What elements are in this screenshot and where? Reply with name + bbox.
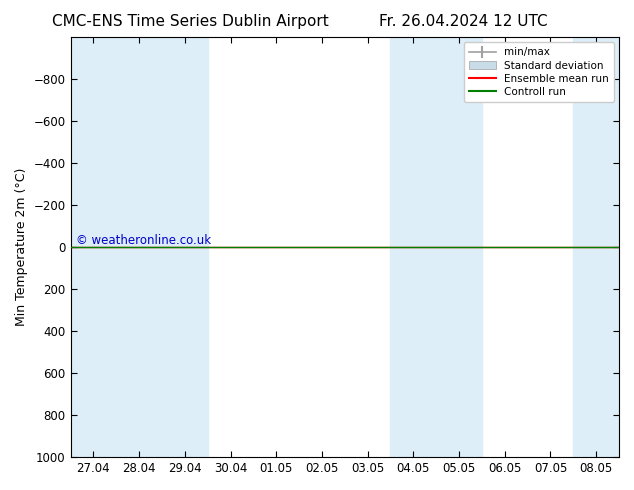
Bar xyxy=(116,37,162,457)
Bar xyxy=(70,37,116,457)
Bar xyxy=(162,37,208,457)
Bar xyxy=(573,37,619,457)
Bar xyxy=(436,37,482,457)
Text: Fr. 26.04.2024 12 UTC: Fr. 26.04.2024 12 UTC xyxy=(378,14,547,29)
Legend: min/max, Standard deviation, Ensemble mean run, Controll run: min/max, Standard deviation, Ensemble me… xyxy=(464,42,614,102)
Y-axis label: Min Temperature 2m (°C): Min Temperature 2m (°C) xyxy=(15,168,28,326)
Bar xyxy=(391,37,436,457)
Text: CMC-ENS Time Series Dublin Airport: CMC-ENS Time Series Dublin Airport xyxy=(52,14,328,29)
Text: © weatheronline.co.uk: © weatheronline.co.uk xyxy=(76,234,211,247)
